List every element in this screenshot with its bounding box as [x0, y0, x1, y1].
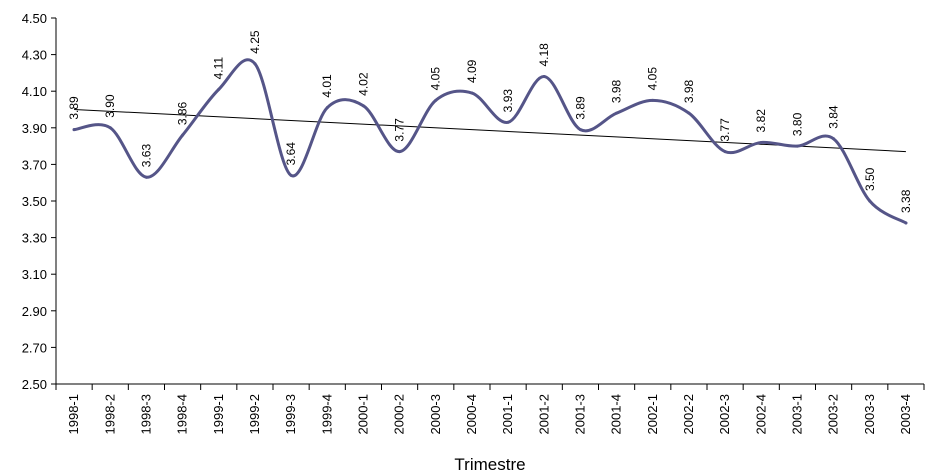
data-point — [904, 221, 908, 225]
data-label: 3.93 — [501, 89, 515, 113]
data-point — [795, 144, 799, 148]
y-tick-label: 4.10 — [22, 84, 47, 99]
data-label: 4.25 — [248, 30, 262, 54]
y-tick-label: 3.10 — [22, 267, 47, 282]
x-tick-label: 2000-3 — [428, 394, 443, 434]
x-tick-label: 1999-2 — [247, 394, 262, 434]
data-point — [723, 150, 727, 154]
data-label: 3.89 — [573, 96, 587, 120]
x-tick-label: 1999-3 — [283, 394, 298, 434]
trendline — [74, 109, 906, 153]
data-label: 4.02 — [356, 72, 370, 96]
data-point — [289, 173, 293, 177]
data-point — [217, 87, 221, 91]
x-tick-label: 1999-4 — [319, 394, 334, 434]
data-label: 3.82 — [754, 109, 768, 133]
y-tick-label: 2.50 — [22, 377, 47, 392]
x-tick-label: 2001-4 — [609, 394, 624, 434]
data-label: 4.18 — [537, 43, 551, 67]
data-label: 3.80 — [790, 112, 804, 136]
data-point — [361, 104, 365, 108]
x-tick-label: 2003-4 — [898, 394, 913, 434]
series-line — [72, 58, 908, 225]
data-label: 3.64 — [284, 142, 298, 166]
y-tick-label: 4.50 — [22, 11, 47, 26]
data-label: 3.63 — [139, 144, 153, 168]
y-tick-label: 2.90 — [22, 304, 47, 319]
data-point — [72, 128, 76, 132]
data-point — [144, 175, 148, 179]
data-labels-layer: 3.89 3.90 3.63 3.86 4.11 4.25 3.64 4.01 4.02 3.77… — [67, 30, 913, 213]
data-label: 3.77 — [718, 118, 732, 142]
data-point — [434, 98, 438, 102]
data-label: 4.05 — [429, 67, 443, 91]
data-label: 4.05 — [646, 67, 660, 91]
x-tick-label: 2003-2 — [826, 394, 841, 434]
data-point — [253, 62, 257, 66]
data-point — [578, 128, 582, 132]
y-tick-label: 3.30 — [22, 231, 47, 246]
x-tick-label: 1998-3 — [138, 394, 153, 434]
x-tick-label: 2002-2 — [681, 394, 696, 434]
data-label: 4.01 — [320, 74, 334, 98]
data-label: 3.50 — [863, 167, 877, 191]
x-tick-label: 2003-1 — [789, 394, 804, 434]
data-label: 3.86 — [176, 101, 190, 125]
data-point — [506, 120, 510, 124]
trendline-layer — [74, 109, 906, 153]
x-tick-label: 1998-2 — [102, 394, 117, 434]
x-tick-label: 2000-4 — [464, 394, 479, 434]
data-point — [181, 133, 185, 137]
y-axis: 2.50 2.70 2.90 3.10 3.30 3.50 3.70 3.90 4.10 4.30… — [22, 11, 57, 392]
y-tick-label: 4.30 — [22, 48, 47, 63]
data-label: 3.98 — [682, 79, 696, 103]
data-label: 4.11 — [212, 57, 226, 80]
x-tick-label: 2002-1 — [645, 394, 660, 434]
x-axis-title: Trimestre — [454, 455, 525, 472]
data-point — [108, 126, 112, 130]
data-point — [398, 150, 402, 154]
data-label: 3.98 — [610, 79, 624, 103]
x-tick-label: 1998-4 — [175, 394, 190, 434]
x-axis: 1998-1 1998-2 1998-3 1998-4 1999-1 1999-2 1999… — [55, 383, 925, 434]
data-label: 3.38 — [899, 189, 913, 213]
y-tick-label: 2.70 — [22, 340, 47, 355]
x-tick-label: 1999-1 — [211, 394, 226, 434]
x-tick-label: 2000-2 — [392, 394, 407, 434]
data-label: 3.90 — [103, 94, 117, 118]
data-point — [651, 98, 655, 102]
data-label: 3.77 — [393, 118, 407, 142]
x-tick-label: 2001-1 — [500, 394, 515, 434]
y-tick-label: 3.50 — [22, 194, 47, 209]
x-tick-label: 2002-3 — [717, 394, 732, 434]
data-point — [615, 111, 619, 115]
x-tick-label: 1998-1 — [66, 394, 81, 434]
x-tick-label: 2003-3 — [862, 394, 877, 434]
data-label: 3.89 — [67, 96, 81, 120]
x-tick-label: 2001-3 — [572, 394, 587, 434]
data-point — [687, 111, 691, 115]
data-point — [325, 106, 329, 110]
data-label: 3.84 — [827, 105, 841, 129]
data-label: 4.09 — [465, 59, 479, 83]
x-tick-label: 2000-1 — [355, 394, 370, 434]
x-tick-label: 2001-2 — [536, 394, 551, 434]
y-tick-label: 3.70 — [22, 157, 47, 172]
data-point — [542, 75, 546, 79]
series-layer — [72, 58, 908, 225]
data-point — [759, 140, 763, 144]
data-point — [868, 199, 872, 203]
y-tick-label: 3.90 — [22, 121, 47, 136]
data-point — [832, 137, 836, 141]
data-point — [470, 91, 474, 95]
x-tick-label: 2002-4 — [753, 394, 768, 434]
